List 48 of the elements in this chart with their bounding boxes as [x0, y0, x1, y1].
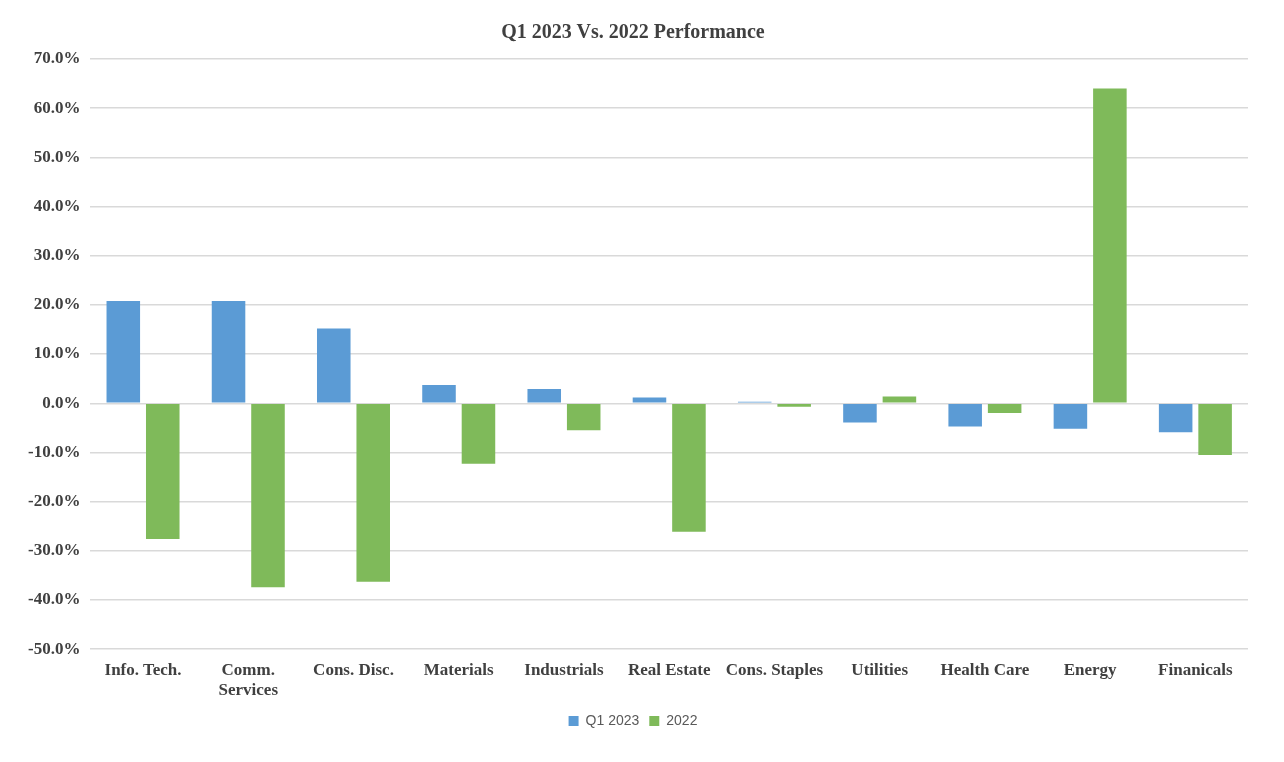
bar [356, 404, 390, 582]
y-tick-label: -10.0% [27, 441, 81, 461]
bar [1198, 404, 1232, 455]
y-tick-label: 0.0% [42, 392, 81, 412]
chart-title: Q1 2023 Vs. 2022 Performance [501, 20, 765, 43]
bar [672, 404, 706, 532]
x-tick-label: Real Estate [627, 659, 711, 679]
x-tick-label: Cons. Disc. [313, 659, 394, 679]
bar [777, 404, 811, 407]
x-tick-label: Comm. Services [218, 659, 279, 700]
bar [317, 328, 351, 403]
y-tick-label: 50.0% [33, 146, 81, 166]
x-tick-label: Cons. Staples [725, 659, 824, 679]
y-tick-label: 20.0% [33, 294, 81, 314]
x-tick-label: Health Care [940, 659, 1030, 679]
bar [461, 404, 496, 464]
bar [882, 396, 917, 403]
y-tick-label: -40.0% [27, 589, 81, 609]
y-tick-label: -30.0% [27, 540, 81, 560]
bar [843, 404, 877, 423]
y-tick-label: 10.0% [33, 343, 81, 363]
bar [527, 389, 562, 403]
x-tick-label: Finanicals [1158, 659, 1234, 679]
x-tick-label: Industrials [524, 659, 605, 679]
y-tick-label: 40.0% [33, 195, 81, 215]
y-tick-label: 60.0% [33, 97, 81, 117]
x-tick-label: Info. Tech. [104, 659, 182, 679]
bar [1053, 404, 1088, 429]
bar [987, 404, 1022, 414]
y-tick-label: -50.0% [27, 638, 81, 658]
y-tick-label: -20.0% [27, 491, 81, 511]
bar [145, 404, 180, 540]
bar [106, 300, 141, 403]
x-tick-label: Materials [423, 659, 495, 679]
legend-label: Q1 2023 [585, 711, 640, 728]
y-tick-label: 30.0% [33, 245, 81, 265]
y-tick-label: 70.0% [33, 48, 81, 68]
bar [948, 404, 982, 427]
bar [422, 385, 456, 403]
bar [1158, 404, 1193, 433]
bar [211, 300, 246, 403]
x-tick-label: Utilities [851, 659, 909, 679]
bar [1093, 88, 1127, 403]
legend-label: 2022 [666, 711, 698, 728]
bar [632, 397, 667, 403]
bar [251, 404, 285, 588]
bar [566, 404, 601, 431]
x-tick-label: Energy [1063, 659, 1118, 679]
